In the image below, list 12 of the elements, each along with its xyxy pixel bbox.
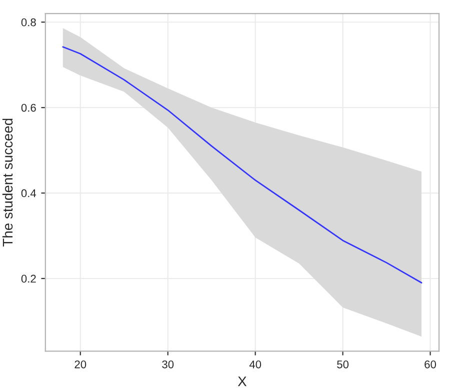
y-tick-label: 0.4 — [21, 189, 36, 198]
y-tick-label: 0.2 — [21, 274, 36, 283]
x-tick-label: 50 — [337, 360, 349, 368]
y-tick-label: 0.6 — [21, 104, 36, 112]
x-axis-title: X — [238, 376, 247, 386]
x-tick-label: 40 — [249, 360, 262, 368]
x-tick-label: 60 — [424, 360, 436, 368]
line-series — [62, 46, 422, 284]
y-tick-label: 0.8 — [21, 18, 36, 26]
x-tick-label: 30 — [162, 360, 174, 368]
x-tick-label: 20 — [74, 360, 86, 368]
y-axis-title: The student succeed — [2, 118, 13, 247]
